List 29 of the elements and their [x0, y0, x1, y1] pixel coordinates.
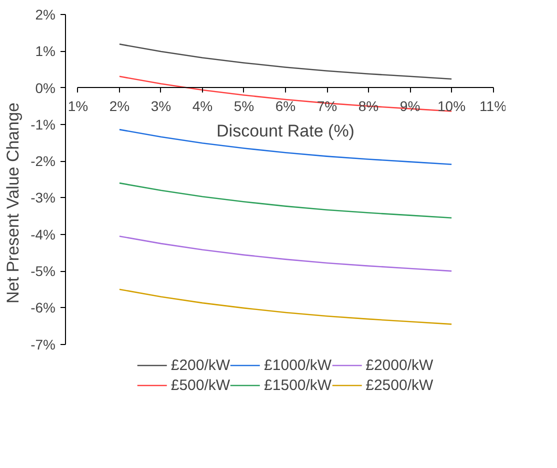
- line-series: [118, 182, 452, 219]
- legend-label: £1500/kW: [264, 376, 332, 394]
- legend-label: £1000/kW: [264, 356, 332, 374]
- y-tick-label: -2%: [30, 153, 56, 170]
- line-series: [118, 44, 452, 80]
- y-tick-label: 2%: [35, 6, 56, 22]
- y-tick-label: -7%: [30, 336, 56, 352]
- x-tick-label: 6%: [275, 98, 296, 114]
- y-tick-label: -1%: [30, 116, 56, 132]
- y-axis-title: Net Present Value Change: [4, 102, 23, 304]
- y-tick-label: 0%: [35, 80, 56, 96]
- y-tick-label: -6%: [30, 300, 56, 316]
- legend-label: £200/kW: [170, 356, 230, 374]
- legend-label: £2000/kW: [366, 356, 434, 374]
- y-tick-label: -4%: [30, 226, 56, 242]
- y-tick-label: -3%: [30, 190, 56, 206]
- x-tick-label: 3%: [150, 98, 172, 114]
- x-tick-label: 1%: [68, 98, 88, 114]
- x-axis-title: Discount Rate (%): [216, 122, 354, 140]
- y-tick-label: 1%: [35, 43, 56, 60]
- line-series: [118, 236, 452, 272]
- y-tick-label: -5%: [30, 263, 56, 280]
- x-tick-label: 5%: [234, 98, 254, 114]
- line-series: [118, 288, 452, 325]
- x-tick-label: 10%: [438, 98, 466, 114]
- legend-label: £2500/kW: [366, 376, 434, 394]
- x-tick-label: 2%: [109, 98, 130, 114]
- x-tick-label: 4%: [192, 98, 213, 114]
- legend-label: £500/kW: [170, 376, 230, 394]
